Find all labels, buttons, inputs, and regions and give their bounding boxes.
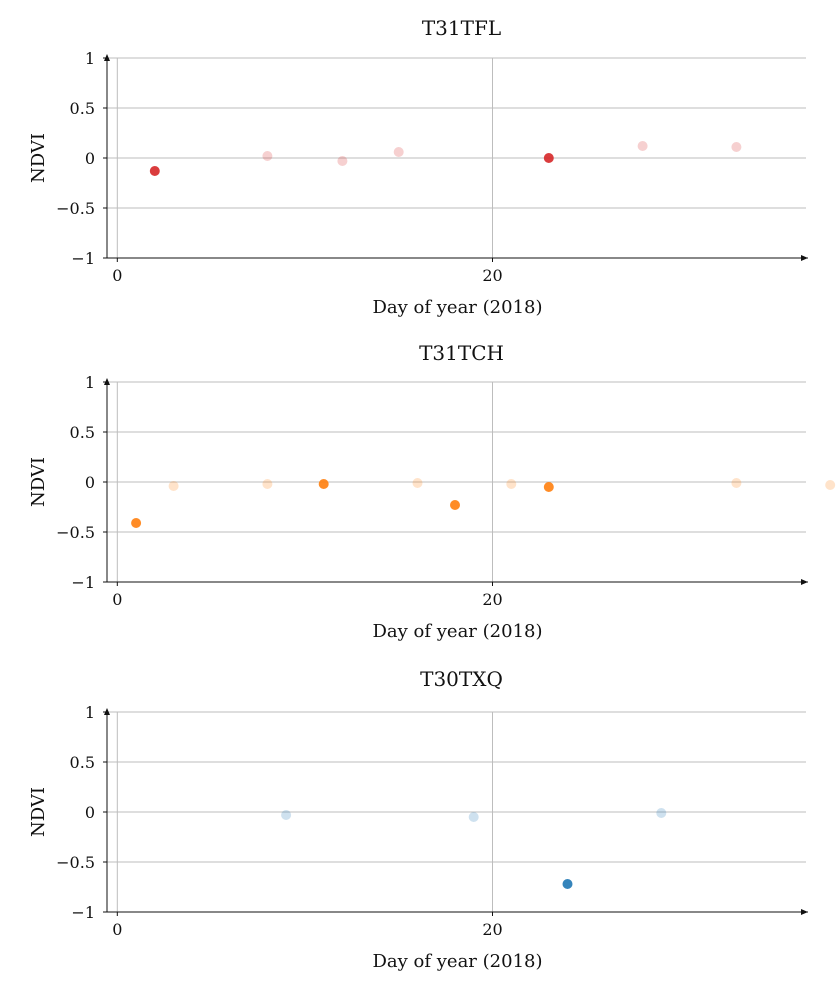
y-axis-label: NDVI — [28, 787, 49, 837]
x-tick-label: 0 — [112, 266, 122, 285]
grid — [107, 381, 806, 583]
data-point — [468, 812, 479, 822]
y-tick-label: −1 — [71, 573, 95, 592]
y-tick-label: −0.5 — [56, 853, 95, 872]
chart-panel-1: 0204060801001201401601802002202402602803… — [28, 341, 836, 642]
data-point — [731, 142, 742, 152]
grid — [107, 57, 806, 259]
data-point — [543, 482, 554, 492]
y-tick-label: −0.5 — [56, 523, 95, 542]
chart-title: T30TXQ — [420, 667, 503, 691]
y-tick-label: 1 — [85, 703, 95, 722]
x-axis-label: Day of year (2018) — [372, 951, 542, 972]
x-axis-label: Day of year (2018) — [372, 621, 542, 642]
series-solid — [562, 879, 573, 889]
y-tick-label: −1 — [71, 903, 95, 922]
data-point — [149, 166, 160, 176]
data-point — [168, 481, 179, 491]
y-tick-label: 0.5 — [70, 99, 95, 118]
y-tick-label: 0 — [85, 803, 95, 822]
chart-panel-0: 0204060801001201401601802002202402602803… — [28, 16, 808, 318]
y-tick-label: −1 — [71, 249, 95, 268]
data-point — [412, 478, 423, 488]
series-faint — [168, 478, 836, 491]
series-solid — [131, 479, 554, 528]
y-tick-label: 0 — [85, 149, 95, 168]
data-point — [337, 156, 348, 166]
series-faint — [281, 808, 667, 822]
series-faint — [262, 141, 742, 166]
data-point — [393, 147, 404, 157]
y-tick-label: 0.5 — [70, 753, 95, 772]
data-point — [731, 478, 742, 488]
chart-panel-2: 0204060801001201401601802002202402602803… — [28, 667, 808, 972]
data-point — [506, 479, 517, 489]
x-tick-label: 0 — [112, 920, 122, 939]
y-tick-label: 1 — [85, 49, 95, 68]
y-tick-label: 0 — [85, 473, 95, 492]
chart-title: T31TCH — [419, 341, 504, 365]
data-point — [281, 810, 292, 820]
x-axis-label: Day of year (2018) — [372, 297, 542, 318]
x-tick-label: 20 — [482, 920, 502, 939]
grid — [107, 711, 806, 913]
y-tick-label: −0.5 — [56, 199, 95, 218]
series-solid — [149, 153, 554, 176]
data-point — [825, 480, 836, 490]
data-point — [656, 808, 667, 818]
data-point — [543, 153, 554, 163]
data-point — [637, 141, 648, 151]
x-axis-arrow — [801, 909, 808, 915]
y-tick-label: 0.5 — [70, 423, 95, 442]
y-tick-label: 1 — [85, 373, 95, 392]
chart-title: T31TFL — [422, 16, 501, 40]
x-tick-label: 0 — [112, 590, 122, 609]
y-axis-label: NDVI — [28, 457, 49, 507]
data-point — [562, 879, 573, 889]
x-tick-label: 20 — [482, 266, 502, 285]
data-point — [318, 479, 329, 489]
data-point — [450, 500, 460, 510]
x-axis-arrow — [801, 255, 808, 261]
x-axis-arrow — [801, 579, 808, 585]
data-point — [131, 518, 142, 528]
data-point — [262, 479, 273, 489]
x-tick-label: 20 — [482, 590, 502, 609]
data-point — [262, 151, 273, 161]
y-axis-label: NDVI — [28, 133, 49, 183]
